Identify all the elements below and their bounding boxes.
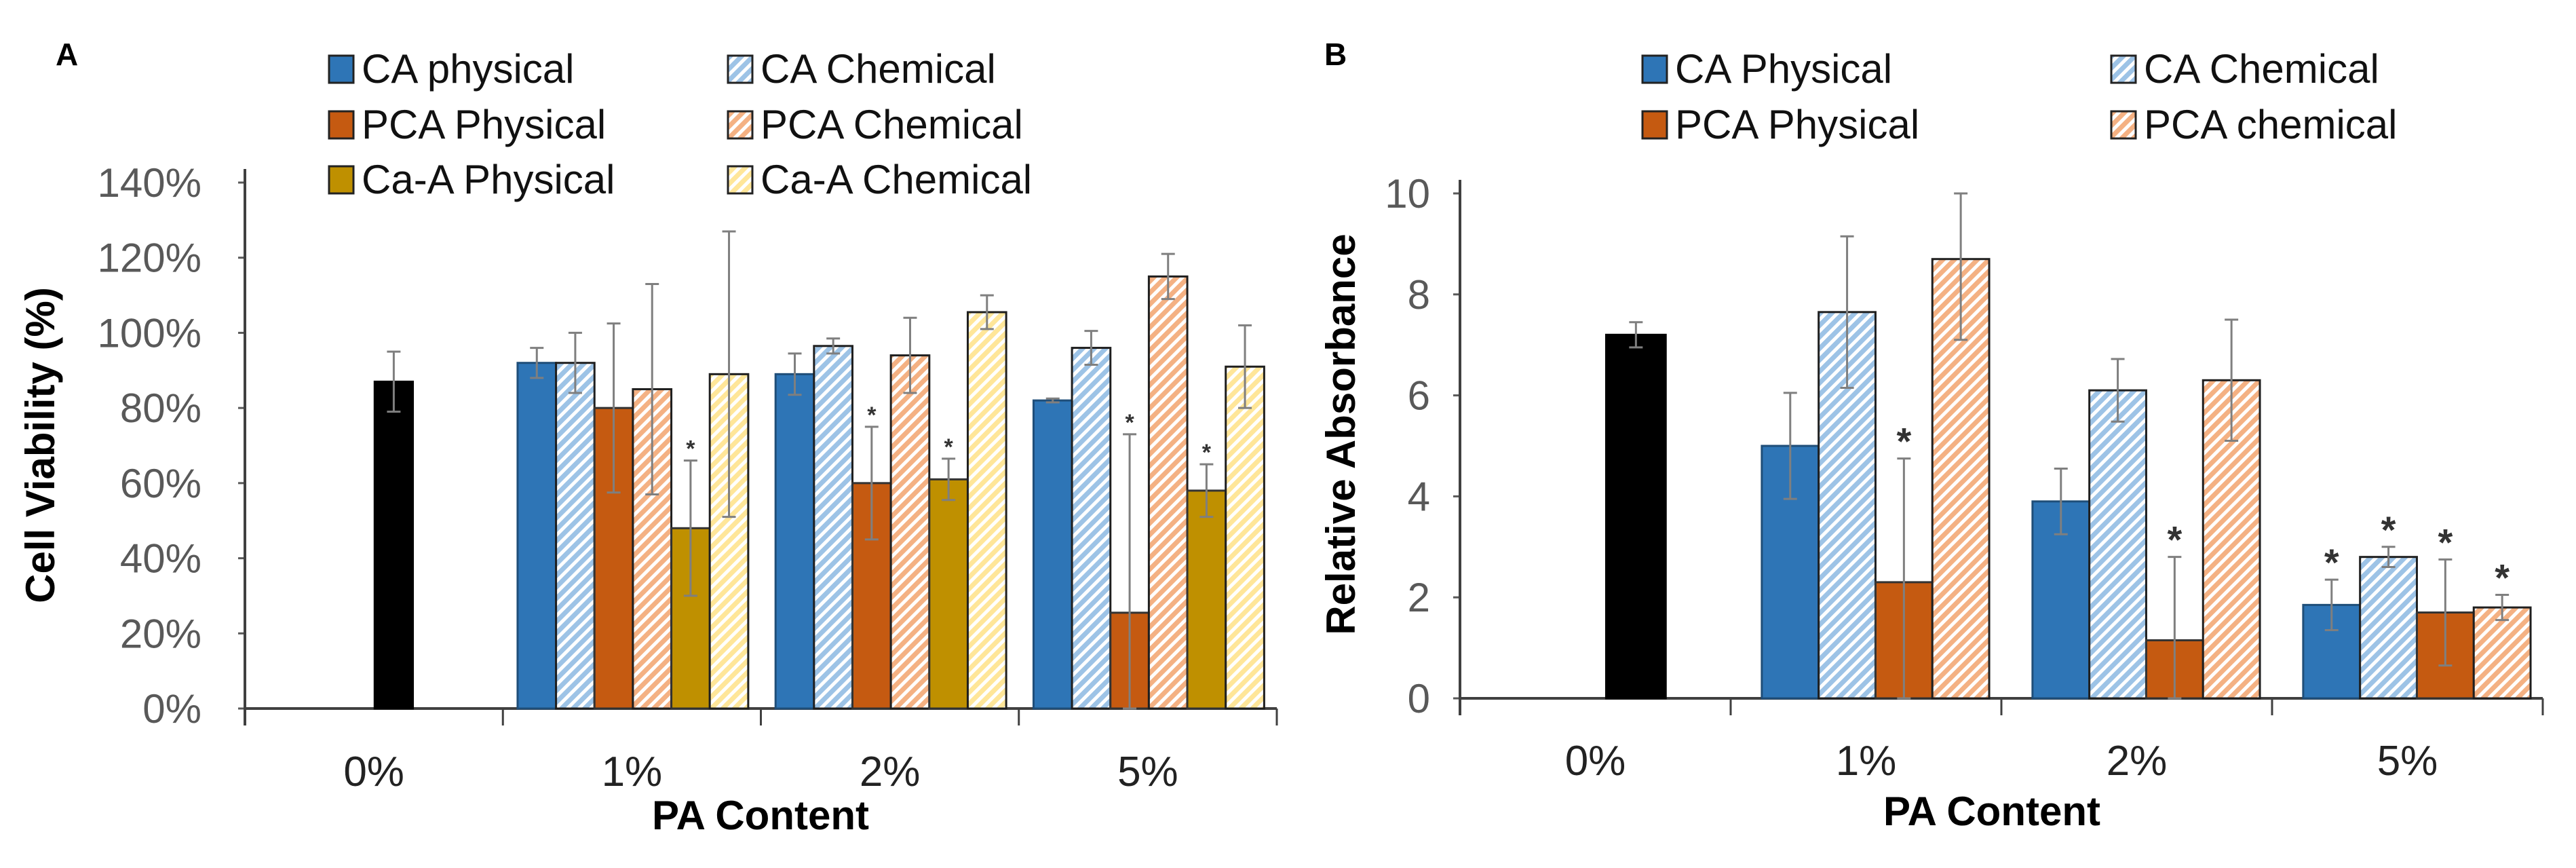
legend-label: Ca-A Physical — [362, 157, 615, 202]
y-axis-title: Cell Viability (%) — [18, 287, 63, 603]
x-tick-label: 5% — [1117, 749, 1178, 795]
y-tick-label: 8 — [1408, 272, 1430, 318]
legend-swatch-ca_phys — [1641, 54, 1668, 84]
significance-asterisk: * — [2438, 521, 2453, 563]
chart-panel-b: B 0 2 4 6 8 10 0% 1% 2% 5% PA Content Relative Absor… — [1318, 37, 2544, 834]
panel-label: A — [56, 37, 78, 72]
y-tick-label: 80% — [120, 385, 201, 431]
bar-ca_phys — [774, 373, 815, 710]
y-tick-label: 6 — [1408, 373, 1430, 419]
x-axis-title: PA Content — [652, 793, 869, 838]
bar-control — [373, 380, 415, 710]
legend-swatch-caa_phys — [328, 165, 355, 195]
bar-ca_chem — [2359, 556, 2418, 700]
y-axis-title: Relative Absorbance — [1318, 233, 1364, 635]
legend-label: CA Chemical — [761, 46, 996, 92]
y-tick-label: 140% — [98, 160, 201, 206]
x-tick-label: 2% — [860, 749, 921, 795]
x-tick-label: 1% — [1836, 738, 1897, 785]
bar-caa_phys — [1186, 489, 1227, 710]
x-tick-label: 1% — [602, 749, 663, 795]
y-tick-label: 60% — [120, 461, 201, 506]
x-tick-label: 0% — [1565, 738, 1626, 785]
bar-control — [1604, 333, 1667, 700]
x-axis-title: PA Content — [1883, 789, 2100, 834]
x-tick-label: 2% — [2107, 738, 2168, 785]
bar-ca_phys — [1032, 399, 1073, 710]
bar-ca_phys — [516, 362, 558, 710]
bar-ca_chem — [555, 362, 596, 710]
significance-asterisk: * — [2167, 518, 2182, 561]
legend-swatch-ca_phys — [328, 54, 355, 84]
bar-pca_chem — [2472, 606, 2532, 700]
panel-label: B — [1324, 37, 1347, 72]
legend-label: PCA Chemical — [761, 102, 1023, 147]
bar-ca_chem — [1071, 347, 1112, 710]
chart-panel-a: A 0% 20% 40% 60% 80% 100% 120% 140% 0% 1% 2% 5% PA Co… — [18, 37, 1278, 838]
legend-swatch-pca_chem — [727, 110, 754, 140]
bar-pca_chem — [1147, 275, 1189, 710]
bar-ca_chem — [813, 345, 853, 710]
y-tick-label: 10 — [1385, 171, 1430, 216]
significance-asterisk: * — [2381, 508, 2396, 551]
legend-swatch-pca_chem — [2110, 110, 2137, 140]
significance-asterisk: * — [686, 436, 695, 462]
legend-label: Ca-A Chemical — [761, 157, 1032, 202]
significance-asterisk: * — [867, 402, 877, 428]
significance-asterisk: * — [1125, 410, 1134, 436]
legend-swatch-ca_chem — [727, 54, 754, 84]
bar-pca_chem — [889, 354, 931, 710]
y-tick-label: 0% — [142, 686, 201, 732]
y-tick-label: 20% — [120, 611, 201, 656]
x-tick-label: 5% — [2377, 738, 2438, 785]
legend-label: PCA Physical — [1675, 102, 1919, 147]
significance-asterisk: * — [1896, 420, 1911, 463]
legend-label: PCA chemical — [2144, 102, 2397, 147]
significance-asterisk: * — [944, 434, 954, 460]
legend-label: CA physical — [362, 46, 574, 92]
bar-caa_chem — [1225, 365, 1265, 710]
y-tick-label: 2 — [1408, 575, 1430, 620]
significance-asterisk: * — [2495, 556, 2510, 599]
bar-caa_chem — [966, 311, 1007, 710]
legend-swatch-pca_phys — [1641, 110, 1668, 140]
x-tick-label: 0% — [343, 749, 404, 795]
legend-swatch-caa_chem — [727, 165, 754, 195]
bar-ca_chem — [2088, 389, 2147, 700]
y-tick-label: 4 — [1408, 474, 1430, 519]
y-tick-label: 0 — [1408, 676, 1430, 721]
bar-caa_phys — [928, 478, 969, 710]
significance-asterisk: * — [2324, 541, 2339, 584]
legend-label: CA Chemical — [2144, 46, 2379, 92]
legend-label: PCA Physical — [362, 102, 606, 147]
y-tick-label: 120% — [98, 235, 201, 281]
legend-swatch-ca_chem — [2110, 54, 2137, 84]
significance-asterisk: * — [1202, 440, 1212, 466]
y-tick-label: 40% — [120, 536, 201, 582]
y-tick-label: 100% — [98, 310, 201, 356]
legend-swatch-pca_phys — [328, 110, 355, 140]
legend-label: CA Physical — [1675, 46, 1892, 92]
